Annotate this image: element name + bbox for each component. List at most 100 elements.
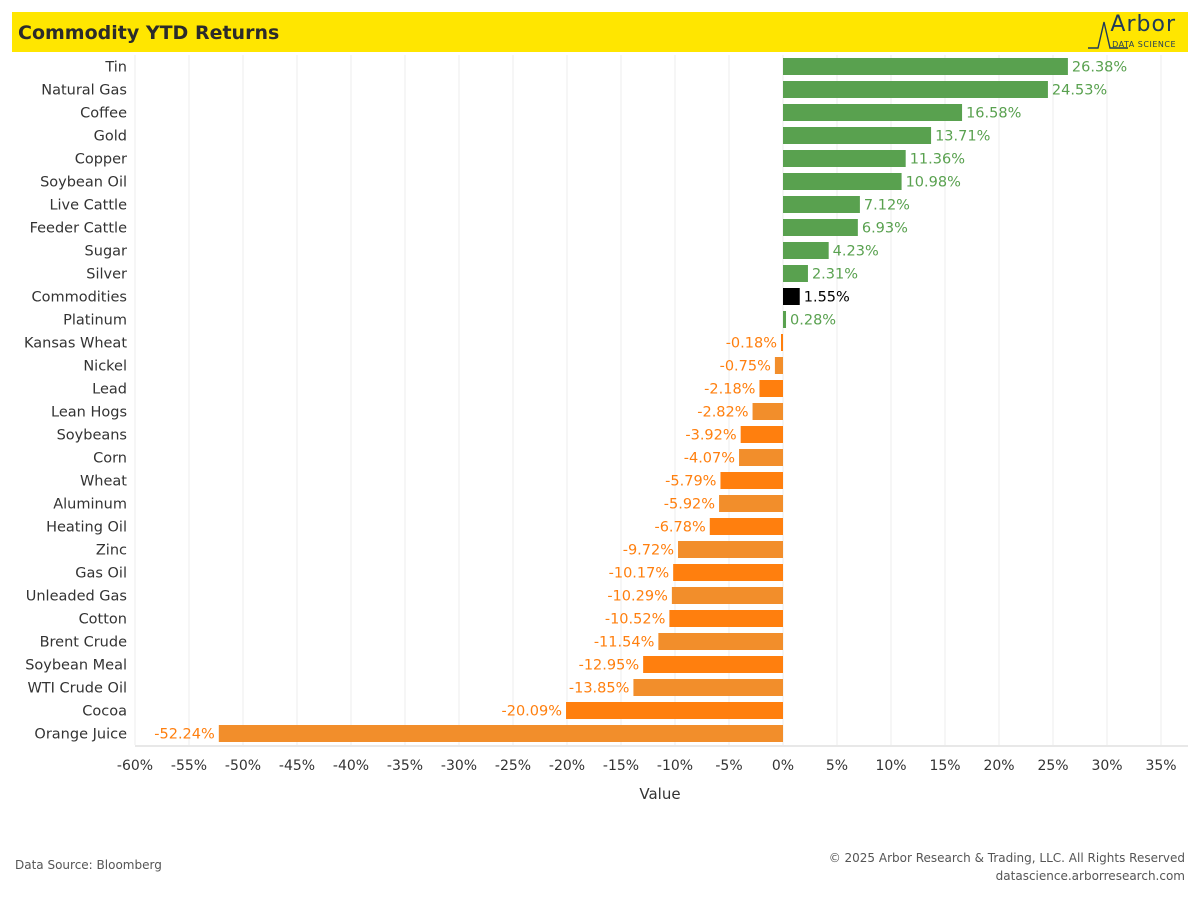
data-label: -9.72%	[623, 543, 674, 559]
category-label: Kansas Wheat	[24, 336, 127, 352]
category-label: Tin	[104, 60, 127, 76]
data-source: Data Source: Bloomberg	[15, 858, 162, 872]
data-label: 1.55%	[804, 290, 850, 306]
category-label: Lean Hogs	[51, 405, 127, 421]
category-label: Soybean Meal	[25, 658, 127, 674]
category-label: Sugar	[85, 244, 127, 260]
category-label: Soybeans	[57, 428, 127, 444]
category-label: Heating Oil	[46, 520, 127, 536]
bar	[720, 472, 783, 489]
bar	[671, 587, 783, 604]
x-tick-label: 0%	[772, 758, 794, 774]
bar	[783, 311, 787, 328]
category-label: Gas Oil	[75, 566, 127, 582]
category-label: Brent Crude	[40, 635, 127, 651]
data-label: 6.93%	[862, 221, 908, 237]
data-label: 10.98%	[906, 175, 961, 191]
category-label: Natural Gas	[41, 83, 127, 99]
logo-word: Arbor	[1110, 12, 1176, 37]
x-tick-label: 25%	[1037, 758, 1068, 774]
x-tick-label: -10%	[657, 758, 693, 774]
x-axis-title: Value	[639, 785, 680, 803]
bar	[719, 495, 783, 512]
website-link[interactable]: datascience.arborresearch.com	[995, 869, 1185, 883]
category-label: Coffee	[80, 106, 127, 122]
data-label: -4.07%	[684, 451, 735, 467]
x-tick-label: 30%	[1091, 758, 1122, 774]
data-label: -52.24%	[154, 727, 215, 743]
x-tick-label: 15%	[929, 758, 960, 774]
logo-subtitle: DATA SCIENCE	[1112, 40, 1176, 49]
bar	[673, 564, 783, 581]
x-tick-label: -5%	[715, 758, 742, 774]
category-label: Orange Juice	[34, 727, 127, 743]
data-label: 16.58%	[966, 106, 1021, 122]
x-tick-label: -60%	[117, 758, 153, 774]
category-label: Commodities	[31, 290, 127, 306]
arbor-logo: Arbor DATA SCIENCE	[1086, 12, 1176, 50]
bar-chart: Tin 26.38% Natural Gas 24.53% Coffee 16.58% Go…	[24, 55, 1188, 803]
data-label: -10.29%	[607, 589, 668, 605]
x-tick-label: -15%	[603, 758, 639, 774]
bar	[783, 58, 1068, 75]
category-label: Unleaded Gas	[26, 589, 127, 605]
bar	[709, 518, 783, 535]
data-label: 0.28%	[790, 313, 836, 329]
data-label: -5.92%	[664, 497, 715, 513]
bar	[218, 725, 784, 742]
data-label: 11.36%	[910, 152, 965, 168]
data-label: -2.82%	[697, 405, 748, 421]
bar	[783, 219, 858, 236]
bar	[643, 656, 783, 673]
data-label: 13.71%	[935, 129, 990, 145]
data-label: -13.85%	[569, 681, 630, 697]
x-tick-label: -35%	[387, 758, 423, 774]
x-tick-label: -50%	[225, 758, 261, 774]
data-label: -0.18%	[726, 336, 777, 352]
data-label: 26.38%	[1072, 60, 1127, 76]
bar	[658, 633, 783, 650]
data-label: 4.23%	[833, 244, 879, 260]
data-label: 2.31%	[812, 267, 858, 283]
category-label: WTI Crude Oil	[27, 681, 127, 697]
category-label: Feeder Cattle	[30, 221, 127, 237]
x-tick-label: -40%	[333, 758, 369, 774]
category-label: Wheat	[80, 474, 127, 490]
bar	[566, 702, 783, 719]
bar	[740, 426, 783, 443]
bar	[783, 288, 800, 305]
x-tick-label: 35%	[1145, 758, 1176, 774]
x-tick-label: -25%	[495, 758, 531, 774]
bar	[783, 265, 808, 282]
x-tick-label: -20%	[549, 758, 585, 774]
data-label: -5.79%	[665, 474, 716, 490]
bar	[783, 242, 829, 259]
category-label: Gold	[94, 129, 127, 145]
data-label: -0.75%	[720, 359, 771, 375]
category-label: Cocoa	[82, 704, 127, 720]
data-label: -10.52%	[605, 612, 666, 628]
category-label: Platinum	[63, 313, 127, 329]
category-label: Lead	[92, 382, 127, 398]
x-tick-label: -55%	[171, 758, 207, 774]
footer-credits: © 2025 Arbor Research & Trading, LLC. Al…	[829, 849, 1185, 885]
x-tick-label: 10%	[875, 758, 906, 774]
logo-line-icon	[1088, 21, 1128, 49]
bar	[752, 403, 783, 420]
category-label: Cotton	[79, 612, 127, 628]
x-tick-label: -45%	[279, 758, 315, 774]
copyright: © 2025 Arbor Research & Trading, LLC. Al…	[828, 851, 1185, 865]
data-label: -2.18%	[704, 382, 755, 398]
category-label: Nickel	[83, 359, 127, 375]
x-tick-label: 20%	[983, 758, 1014, 774]
category-label: Copper	[75, 152, 127, 168]
category-label: Soybean Oil	[40, 175, 127, 191]
data-label: -10.17%	[609, 566, 670, 582]
category-label: Corn	[93, 451, 127, 467]
bar	[633, 679, 783, 696]
bar	[783, 127, 932, 144]
data-label: -3.92%	[685, 428, 736, 444]
data-label: -11.54%	[594, 635, 655, 651]
x-tick-label: 5%	[826, 758, 848, 774]
bar	[783, 104, 963, 121]
